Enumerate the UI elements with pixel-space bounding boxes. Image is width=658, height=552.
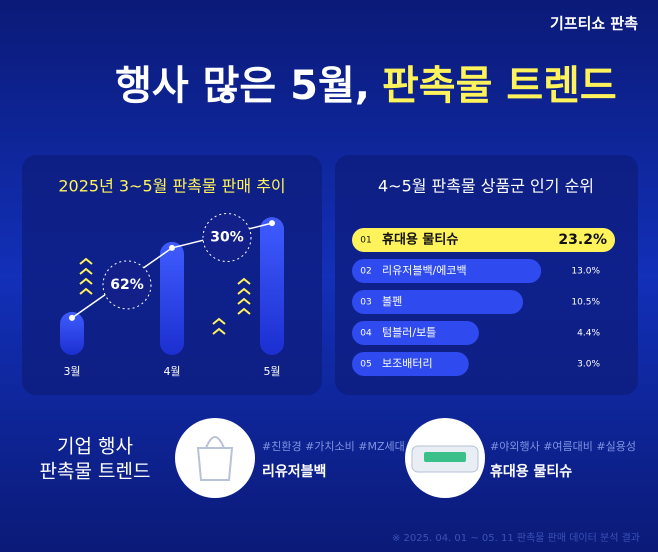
x-tick-label: 5월 [263,365,280,378]
bar [160,241,184,355]
chart-title: 4~5월 판촉물 상품군 인기 순위 [378,177,594,196]
rank: 01 [360,236,371,246]
bar [60,311,84,355]
point [169,244,175,251]
headline-highlight: 판촉물 트렌드 [382,63,617,109]
category-label: 리유저블백/에코백 [382,264,467,277]
footnote: ※ 2025. 04. 01 ~ 05. 11 판촉물 판매 데이터 분석 결과 [392,532,640,544]
x-tick-label: 3월 [63,365,80,378]
rank: 02 [360,267,371,277]
value-label: 13.0% [571,267,600,277]
rank: 05 [360,360,371,370]
point [69,314,75,321]
growth-badge [202,213,252,263]
category-label: 볼펜 [382,295,402,308]
decoration [79,257,251,335]
bar [352,259,542,283]
chart-title: 2025년 3~5월 판촉물 판매 추이 [58,177,285,196]
category-label: 휴대용 물티슈 [382,232,458,248]
value-label: 10.5% [571,298,600,308]
bar [352,290,524,314]
bar [260,217,284,355]
x-tick-label: 4월 [163,365,180,378]
category-label: 텀블러/보틀 [382,326,436,339]
trend-title: 판촉물 트렌드 [40,461,151,483]
wipes-icon [424,452,466,462]
value-label: 23.2% [558,232,607,248]
tags: #친환경 #가치소비 #MZ세대 [262,440,405,453]
brand: 기프티쇼 판촉 [550,15,638,33]
growth-badge [102,260,152,310]
bar [352,352,469,376]
headline: 행사 많은 5월, [115,63,370,109]
rank: 03 [360,298,371,308]
product-icon [175,418,255,498]
growth-label: 62% [110,277,144,293]
value-label: 4.4% [577,329,600,339]
growth-label: 30% [210,230,244,246]
category-label: 보조배터리 [382,357,433,370]
trend-title: 기업 행사 [57,436,133,458]
bar [352,321,479,345]
bag-icon [196,436,234,481]
value-label: 3.0% [577,360,600,370]
rank: 04 [360,329,372,339]
tags: #야외행사 #여름대비 #실용성 [490,440,636,453]
point [269,220,275,227]
bar [352,228,615,252]
product-name: 리유저블백 [262,464,326,480]
product-name: 휴대용 물티슈 [490,464,572,480]
